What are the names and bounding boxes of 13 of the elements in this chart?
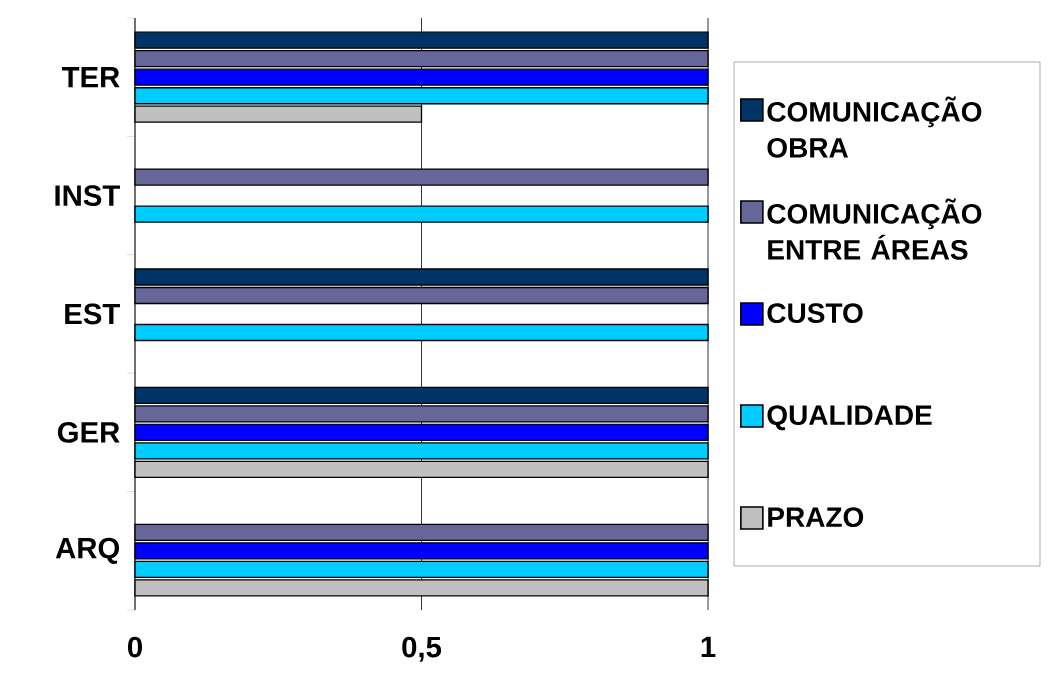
- legend-label: COMUNICAÇÃO OBRA: [767, 96, 982, 158]
- legend-label: COMUNICAÇÃO ENTRE ÁREAS: [767, 198, 982, 260]
- legend-label: CUSTO: [767, 303, 863, 324]
- legend-label: QUALIDADE: [767, 405, 932, 431]
- x-tick-label: 0: [127, 636, 142, 658]
- x-tick-label: 0,5: [402, 636, 442, 662]
- y-tick-label: GER: [57, 422, 120, 443]
- y-tick-label: TER: [61, 67, 120, 88]
- x-tick-label: 1: [701, 636, 716, 657]
- y-tick-label: EST: [65, 303, 120, 325]
- y-tick-label: INST: [55, 185, 120, 206]
- y-tick-label: ARQ: [55, 537, 120, 564]
- legend-label: PRAZO: [768, 507, 864, 528]
